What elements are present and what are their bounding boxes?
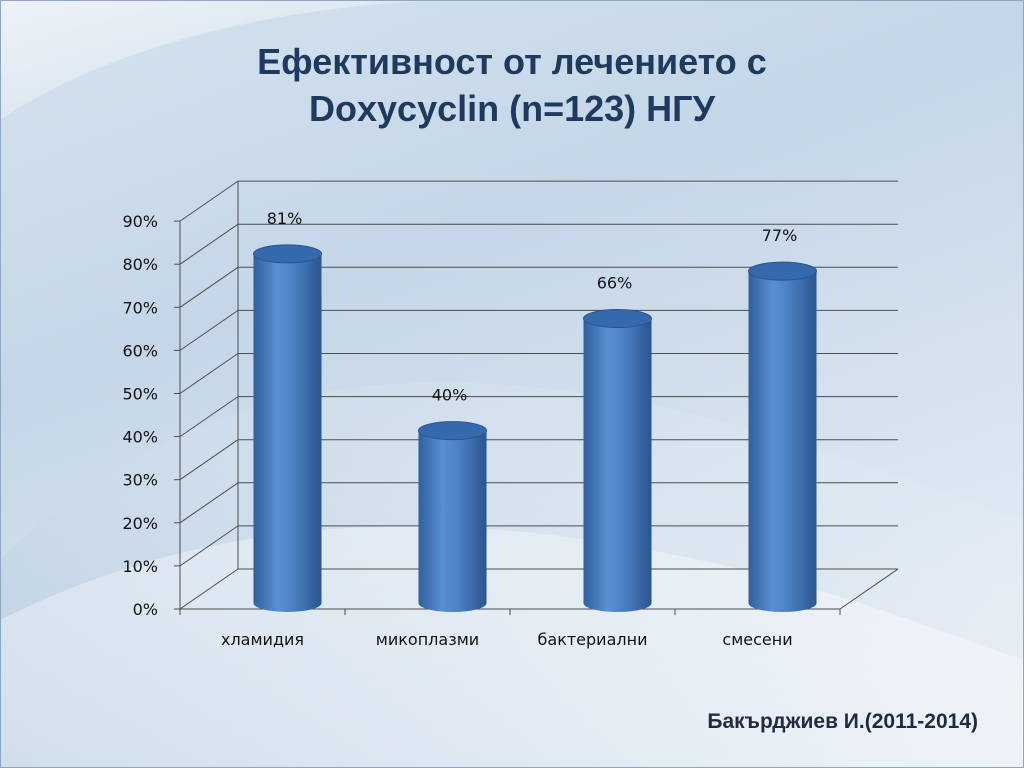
floor-right-edge	[839, 568, 899, 610]
y-tick-label: 70%	[122, 298, 158, 317]
bar-body	[748, 271, 817, 612]
source-footer: Бакърджиев И.(2011-2014)	[707, 710, 978, 733]
title-line-2: Doxycyclin (n=123) НГУ	[309, 88, 715, 129]
y-tick-label: 90%	[122, 212, 158, 231]
bar-1	[253, 244, 322, 612]
x-tick-label: микоплазми	[376, 630, 479, 649]
gridline-depth	[179, 309, 239, 351]
y-tick-label: 60%	[122, 341, 158, 360]
data-label: 77%	[762, 226, 798, 245]
y-tick-label: 50%	[122, 385, 158, 404]
y-tick-label: 30%	[122, 471, 158, 490]
y-tick-label: 40%	[122, 428, 158, 447]
bar-body	[418, 430, 487, 612]
label-layer: 81% хламидия 40% микоплазми 66% бактериални 77…	[221, 209, 797, 649]
bar-3	[583, 309, 652, 612]
axis-layer: 0% 10% 20% 30% 40% 50% 60% 70% 80% 90%	[122, 212, 841, 619]
bar-layer	[253, 244, 817, 612]
title-line-1: Ефективност от лечението с	[257, 41, 767, 82]
gridline-depth	[179, 568, 239, 610]
gridline-depth	[179, 525, 239, 567]
gridline-depth	[179, 482, 239, 524]
gridline-depth	[179, 180, 239, 222]
x-tick-label: смесени	[722, 630, 792, 649]
slide-title: Ефективност от лечението с Doxycyclin (n…	[0, 38, 1024, 132]
gridline-depth	[179, 223, 239, 265]
gridline-depth	[179, 353, 239, 394]
bar-4	[748, 261, 817, 612]
bar-top	[253, 244, 322, 264]
data-label: 40%	[432, 386, 468, 405]
bar-body	[583, 318, 652, 612]
y-tick-label: 80%	[122, 255, 158, 274]
bar-2	[418, 421, 487, 612]
y-tick-label: 0%	[133, 600, 158, 619]
x-tick-label: хламидия	[221, 630, 304, 649]
x-tick-label: бактериални	[538, 630, 648, 649]
y-tick-label: 20%	[122, 514, 158, 533]
gridline-depth	[179, 396, 239, 438]
bar-top	[748, 261, 817, 281]
gridline-depth	[179, 266, 239, 308]
bar-top	[418, 421, 487, 441]
gridline-depth	[179, 439, 239, 481]
y-tick-label: 10%	[122, 557, 158, 576]
data-label: 66%	[597, 274, 633, 293]
data-label: 81%	[267, 209, 303, 228]
bar-top	[583, 309, 652, 329]
bar-body	[253, 253, 322, 612]
